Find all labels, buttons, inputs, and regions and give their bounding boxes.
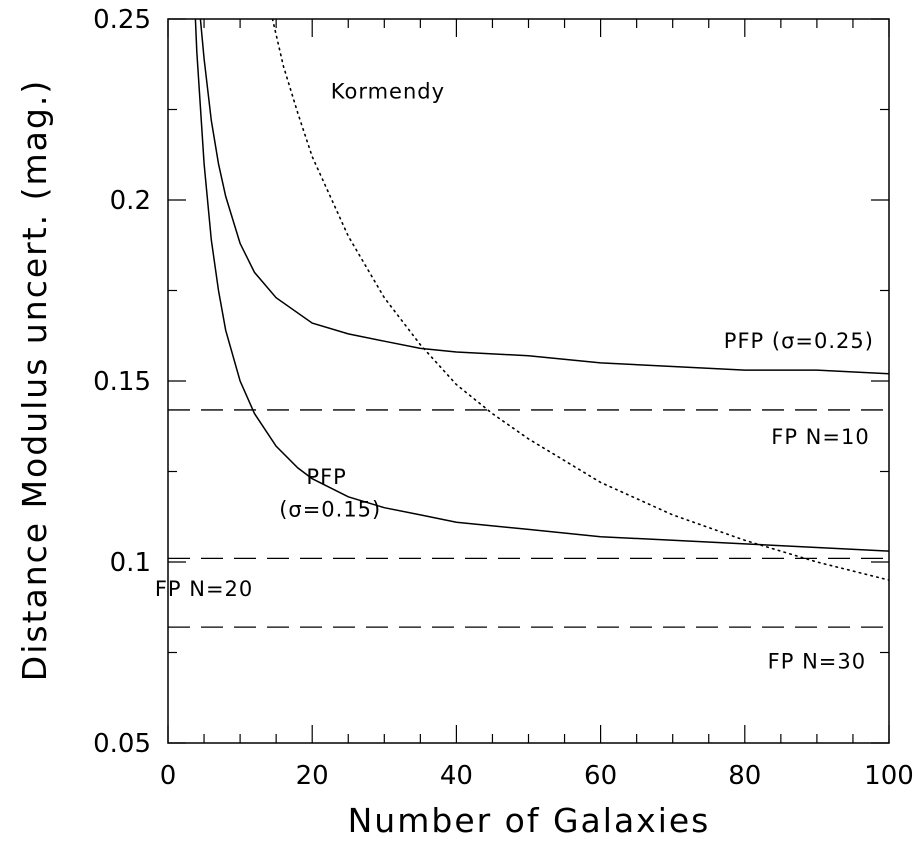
y-axis-title: Distance Modulus uncert. (mag.) — [15, 79, 54, 681]
annotation-label: Kormendy — [331, 79, 445, 103]
annotation-label: FP N=20 — [155, 577, 253, 601]
y-tick-label: 0.25 — [93, 5, 151, 35]
tick-labels: 0 20 40 60 80 100 0.05 0.1 0.15 0.2 0.25 — [93, 5, 914, 791]
annotation-label: PFP — [306, 465, 346, 489]
x-axis-title: Number of Galaxies — [348, 801, 711, 840]
plot-frame — [167, 18, 890, 744]
x-tick-label: 40 — [440, 761, 473, 791]
annotation-label: (σ=0.15) — [279, 498, 381, 522]
x-tick-label: 100 — [864, 761, 914, 791]
x-tick-label: 0 — [160, 761, 177, 791]
annotations: Kormendy PFP (σ=0.25) FP N=10 PFP (σ=0.15) FP… — [155, 79, 874, 674]
y-tick-label: 0.2 — [110, 186, 151, 216]
x-tick-label: 20 — [296, 761, 329, 791]
annotation-label: FP N=30 — [768, 650, 866, 674]
y-tick-label: 0.15 — [93, 367, 151, 397]
y-tick-label: 0.05 — [93, 729, 151, 759]
x-tick-label: 60 — [584, 761, 617, 791]
series-line-2 — [194, 19, 889, 552]
annotation-label: FP N=10 — [771, 425, 869, 449]
y-tick-label: 0.1 — [110, 548, 151, 578]
annotation-label: PFP (σ=0.25) — [724, 329, 874, 353]
x-tick-label: 80 — [728, 761, 761, 791]
plot-content — [168, 19, 889, 628]
series-line-1 — [199, 19, 889, 375]
series-line-3 — [271, 19, 889, 581]
